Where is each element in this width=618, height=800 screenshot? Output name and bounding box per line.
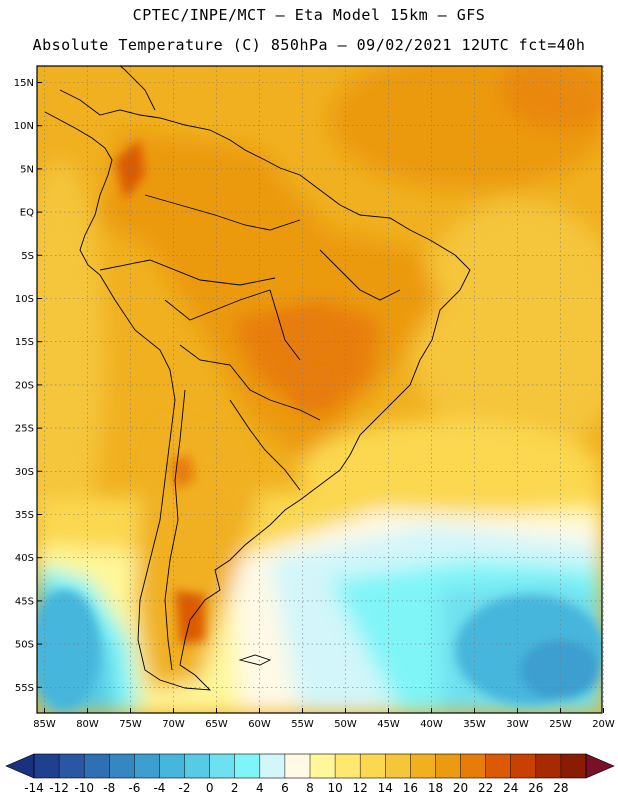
latitude-label: 15N: [14, 78, 34, 89]
latitude-label: 20S: [15, 380, 34, 391]
longitude-label: 50W: [334, 719, 357, 730]
latitude-label: 5N: [20, 164, 34, 175]
colorbar-swatch: [360, 754, 386, 778]
longitude-labels: 85W 80W 75W 70W 65W 60W 55W 50W 45W 40W 35W 30W 25W 2…: [33, 719, 615, 730]
colorbar-swatch: [435, 754, 462, 778]
colorbar-swatch: [59, 754, 85, 778]
colorbar-tick-label: -12: [49, 781, 69, 795]
map-title-line1: CPTEC/INPE/MCT – Eta Model 15km – GFS: [132, 6, 486, 24]
colorbar-tick-label: 0: [206, 781, 214, 795]
longitude-label: 55W: [291, 719, 314, 730]
longitude-label: 80W: [76, 719, 99, 730]
longitude-label: 65W: [205, 719, 228, 730]
colorbar-tick-label: 18: [428, 781, 443, 795]
longitude-label: 20W: [592, 719, 615, 730]
colorbar-swatch: [535, 754, 562, 778]
colorbar-tick-label: -14: [24, 781, 44, 795]
colorbar-tick-label: 8: [306, 781, 314, 795]
latitude-label: 40S: [15, 553, 34, 564]
colorbar-tick-label: 16: [403, 781, 418, 795]
colorbar-swatch: [510, 754, 537, 778]
colorbar-labels: -14 -12 -10 -8 -6 -4 -2 0 2 4 6 8 10 12 14 16 18 20 22 24 26…: [24, 781, 568, 795]
colorbar-tick-label: 24: [503, 781, 518, 795]
longitude-label: 30W: [506, 719, 529, 730]
latitude-label: 10S: [15, 294, 34, 305]
temperature-field: [37, 66, 602, 713]
colorbar-swatch: [410, 754, 436, 778]
latitude-label: 10N: [14, 121, 34, 132]
colorbar-tick-label: 6: [281, 781, 289, 795]
longitude-label: 45W: [377, 719, 400, 730]
longitude-label: 85W: [33, 719, 56, 730]
colorbar-tick-label: -8: [103, 781, 115, 795]
latitude-label: EQ: [20, 208, 34, 219]
colorbar-swatch: [284, 754, 311, 778]
map-title-line2: Absolute Temperature (C) 850hPa – 09/02/…: [32, 36, 586, 54]
colorbar-tick-label: 10: [327, 781, 342, 795]
colorbar-tick-label: -4: [153, 781, 165, 795]
colorbar-swatch: [234, 754, 261, 778]
colorbar-tick-label: 2: [231, 781, 239, 795]
colorbar-swatches: [5, 753, 615, 779]
colorbar-swatch: [184, 754, 211, 778]
latitude-labels: 15N 10N 5N EQ 5S 10S 15S 20S 25S 30S 35S 40S 45S 50S 5…: [14, 78, 34, 694]
colorbar-tick-label: 12: [353, 781, 368, 795]
colorbar-swatch: [34, 754, 60, 778]
map-frame: [36, 65, 603, 714]
colorbar-tick-label: 4: [256, 781, 264, 795]
longitude-label: 75W: [119, 719, 142, 730]
graticule: [37, 66, 604, 713]
colorbar-swatch: [485, 754, 512, 778]
latitude-label: 5S: [21, 251, 34, 262]
colorbar-tick-label: -10: [74, 781, 94, 795]
latitude-label: 30S: [15, 467, 34, 478]
longitude-label: 35W: [463, 719, 486, 730]
colorbar-swatch: [335, 754, 361, 778]
longitude-label: 25W: [549, 719, 572, 730]
colorbar-tick-label: -6: [128, 781, 140, 795]
colorbar-swatch: [159, 754, 186, 778]
latitude-label: 55S: [15, 683, 34, 694]
colorbar-tick-label: 28: [553, 781, 568, 795]
colorbar-swatch: [310, 754, 336, 778]
latitude-label: 45S: [15, 596, 34, 607]
colorbar-swatch: [84, 754, 110, 778]
colorbar-swatch: [560, 754, 587, 778]
colorbar-tick-label: 22: [478, 781, 493, 795]
latitude-label: 15S: [15, 337, 34, 348]
latitude-label: 25S: [15, 424, 34, 435]
colorbar-swatch: [209, 754, 236, 778]
colorbar-swatch: [134, 754, 160, 778]
latitude-label: 50S: [15, 640, 34, 651]
colorbar-max-arrow: [585, 753, 615, 779]
longitude-label: 60W: [248, 719, 271, 730]
colorbar-tick-label: 14: [378, 781, 393, 795]
colorbar-swatch: [460, 754, 487, 778]
colorbar-swatch: [109, 754, 135, 778]
colorbar-tick-label: 26: [528, 781, 543, 795]
colorbar-tick-label: 20: [453, 781, 468, 795]
colorbar-swatch: [259, 754, 286, 778]
colorbar-swatch: [385, 754, 411, 778]
longitude-label: 70W: [162, 719, 185, 730]
latitude-label: 35S: [15, 510, 34, 521]
colorbar-tick-label: -2: [179, 781, 191, 795]
colorbar-min-arrow: [5, 753, 35, 779]
coastline: [44, 66, 471, 691]
longitude-label: 40W: [420, 719, 443, 730]
